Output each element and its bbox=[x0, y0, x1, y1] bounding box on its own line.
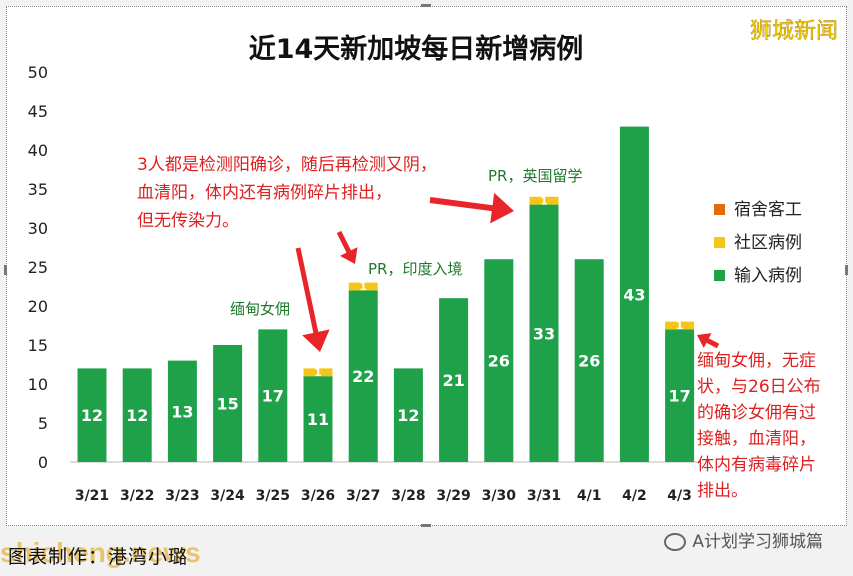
bar-community bbox=[529, 196, 559, 205]
chart-caption: 图表制作：港湾小璐 bbox=[8, 546, 189, 568]
resize-handle-left[interactable] bbox=[4, 265, 7, 275]
x-tick-label: 4/3 bbox=[667, 488, 692, 504]
bar-imported bbox=[167, 360, 197, 462]
x-tick-label: 3/23 bbox=[165, 488, 199, 504]
resize-handle-right[interactable] bbox=[845, 265, 848, 275]
bar-value-label: 26 bbox=[578, 352, 600, 371]
bar-value-label: 13 bbox=[171, 402, 193, 421]
y-tick-label: 35 bbox=[28, 180, 48, 199]
bar-value-label: 17 bbox=[668, 387, 690, 406]
annotation-arrow bbox=[336, 230, 358, 264]
annotation-red: 状，与26日公布 bbox=[697, 377, 821, 397]
bar-imported bbox=[258, 329, 288, 462]
bar-community-label: 1 bbox=[676, 319, 684, 332]
annotation-red: 的确诊女佣有过 bbox=[697, 403, 816, 423]
watermark-right-text: A计划学习狮城篇 bbox=[692, 532, 823, 552]
annotation-arrow bbox=[429, 192, 514, 224]
bar-community-label: 1 bbox=[359, 280, 367, 293]
x-tick-label: 3/27 bbox=[346, 488, 380, 504]
y-tick-label: 40 bbox=[28, 141, 48, 160]
y-tick-label: 30 bbox=[28, 219, 48, 238]
x-tick-label: 3/28 bbox=[391, 488, 425, 504]
annotation-red: 缅甸女佣，无症 bbox=[697, 351, 816, 371]
bar-imported bbox=[213, 345, 243, 462]
bar-imported bbox=[484, 259, 514, 462]
bar-value-label: 12 bbox=[126, 406, 148, 425]
resize-handle-bottom[interactable] bbox=[421, 524, 431, 527]
annotation-red: 血清阳，体内还有病例碎片排出， bbox=[137, 183, 392, 203]
bar-imported bbox=[665, 329, 695, 462]
legend-swatch bbox=[714, 204, 725, 215]
bar-imported bbox=[393, 368, 423, 462]
bar-imported bbox=[77, 368, 107, 462]
chart-title: 近14天新加坡每日新增病例 bbox=[249, 33, 584, 65]
annotation-arrow bbox=[697, 333, 720, 349]
bar-imported bbox=[529, 204, 559, 462]
annotation-red: 体内有病毒碎片 bbox=[697, 455, 816, 475]
x-tick-label: 3/29 bbox=[436, 488, 470, 504]
x-tick-label: 4/1 bbox=[577, 488, 602, 504]
legend-swatch bbox=[714, 270, 725, 281]
bar-value-label: 43 bbox=[623, 285, 645, 304]
bar-community bbox=[348, 282, 378, 291]
legend-swatch bbox=[714, 237, 725, 248]
bar-imported bbox=[439, 298, 469, 462]
x-tick-label: 4/2 bbox=[622, 488, 647, 504]
bar-community-label: 1 bbox=[540, 194, 548, 207]
bar-value-label: 17 bbox=[262, 387, 284, 406]
y-tick-label: 25 bbox=[28, 258, 48, 277]
annotation-green: PR，印度入境 bbox=[368, 260, 462, 278]
watermark-left: shicheng.news bbox=[0, 537, 201, 568]
y-tick-label: 5 bbox=[38, 414, 48, 433]
legend-label: 输入病例 bbox=[734, 266, 802, 286]
bar-community bbox=[303, 368, 333, 377]
annotation-arrow bbox=[295, 247, 330, 352]
x-tick-label: 3/31 bbox=[527, 488, 561, 504]
x-tick-label: 3/24 bbox=[210, 488, 245, 504]
annotation-red: 排出。 bbox=[697, 481, 748, 501]
bar-community bbox=[665, 321, 695, 330]
annotation-green: PR，英国留学 bbox=[488, 167, 582, 185]
bar-value-label: 21 bbox=[442, 371, 464, 390]
bar-value-label: 33 bbox=[533, 324, 555, 343]
x-tick-label: 3/25 bbox=[256, 488, 290, 504]
watermark-right: A计划学习狮城篇 bbox=[664, 527, 823, 552]
x-tick-label: 3/22 bbox=[120, 488, 154, 504]
bar-community-label: 1 bbox=[314, 366, 322, 379]
x-tick-label: 3/21 bbox=[75, 488, 109, 504]
y-tick-label: 50 bbox=[28, 63, 48, 82]
y-tick-label: 20 bbox=[28, 297, 48, 316]
annotation-red: 但无传染力。 bbox=[137, 211, 239, 231]
bar-imported bbox=[122, 368, 152, 462]
annotation-red: 接触，血清阳， bbox=[697, 429, 816, 449]
bar-value-label: 12 bbox=[81, 406, 103, 425]
bar-value-label: 26 bbox=[488, 352, 510, 371]
bar-imported bbox=[303, 376, 333, 462]
bar-value-label: 15 bbox=[216, 395, 238, 414]
x-tick-label: 3/30 bbox=[482, 488, 517, 504]
annotation-green: 缅甸女佣 bbox=[230, 300, 290, 318]
annotation-red: 3人都是检测阳确诊，随后再检测又阴， bbox=[137, 155, 437, 175]
bar-value-label: 12 bbox=[397, 406, 419, 425]
y-tick-label: 45 bbox=[28, 102, 48, 121]
bar-imported bbox=[574, 259, 604, 462]
wechat-icon bbox=[664, 533, 687, 551]
y-tick-label: 15 bbox=[28, 336, 48, 355]
bar-imported bbox=[348, 290, 378, 462]
bar-imported bbox=[619, 126, 649, 462]
legend-label: 社区病例 bbox=[734, 233, 802, 253]
y-tick-label: 0 bbox=[38, 453, 48, 472]
legend-label: 宿舍客工 bbox=[734, 200, 802, 220]
brand-label: 狮城新闻 bbox=[750, 19, 838, 44]
resize-handle-top[interactable] bbox=[421, 4, 431, 7]
bar-value-label: 11 bbox=[307, 410, 329, 429]
y-tick-label: 10 bbox=[28, 375, 48, 394]
bar-value-label: 22 bbox=[352, 367, 374, 386]
x-tick-label: 3/26 bbox=[301, 488, 335, 504]
